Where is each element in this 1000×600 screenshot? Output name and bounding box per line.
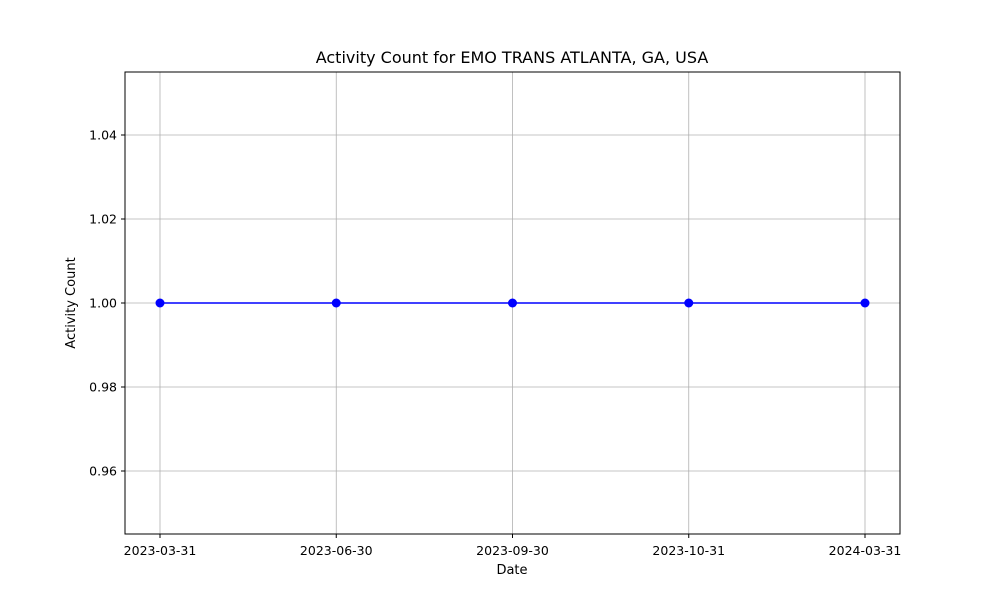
y-tick-label: 0.98 bbox=[89, 380, 117, 395]
y-tick-label: 0.96 bbox=[89, 464, 117, 479]
x-tick-label: 2023-03-31 bbox=[124, 543, 197, 558]
y-axis-ticks: 0.96 0.98 1.00 1.02 1.04 bbox=[89, 128, 125, 479]
data-point bbox=[155, 298, 165, 308]
x-axis-ticks: 2023-03-31 2023-06-30 2023-09-30 2023-10-31… bbox=[124, 534, 902, 558]
data-series bbox=[155, 298, 870, 308]
y-tick-label: 1.00 bbox=[89, 296, 117, 311]
x-tick-label: 2023-06-30 bbox=[300, 543, 373, 558]
y-axis-label: Activity Count bbox=[64, 257, 79, 348]
y-tick-label: 1.02 bbox=[89, 212, 117, 227]
chart-title: Activity Count for EMO TRANS ATLANTA, GA… bbox=[316, 48, 709, 67]
y-tick-label: 1.04 bbox=[89, 128, 117, 143]
x-axis-label: Date bbox=[496, 563, 527, 578]
x-tick-label: 2023-09-30 bbox=[476, 543, 549, 558]
data-point bbox=[331, 298, 341, 308]
data-point bbox=[508, 298, 517, 308]
data-point bbox=[860, 298, 870, 308]
data-point bbox=[684, 298, 694, 308]
x-tick-label: 2024-03-31 bbox=[829, 543, 902, 558]
x-tick-label: 2023-10-31 bbox=[652, 543, 725, 558]
